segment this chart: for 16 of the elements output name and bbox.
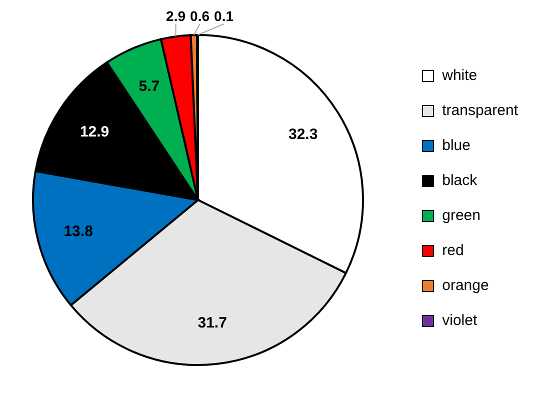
data-label: 0.1: [214, 8, 234, 24]
data-label: 2.9: [166, 8, 186, 24]
data-label: 12.9: [80, 124, 110, 141]
legend-label: black: [442, 172, 478, 189]
legend-label: red: [442, 242, 464, 259]
data-label: 32.3: [288, 126, 318, 144]
data-label: 13.8: [64, 223, 93, 240]
legend-label: white: [442, 67, 478, 84]
legend-label: blue: [442, 137, 470, 154]
legend-label: violet: [442, 312, 478, 329]
data-label: 31.7: [198, 314, 227, 332]
legend-label: green: [442, 207, 480, 224]
legend-label: orange: [442, 277, 489, 294]
legend-label: transparent: [442, 102, 518, 119]
data-label: 5.7: [138, 78, 160, 95]
data-label: 0.6: [190, 8, 210, 24]
